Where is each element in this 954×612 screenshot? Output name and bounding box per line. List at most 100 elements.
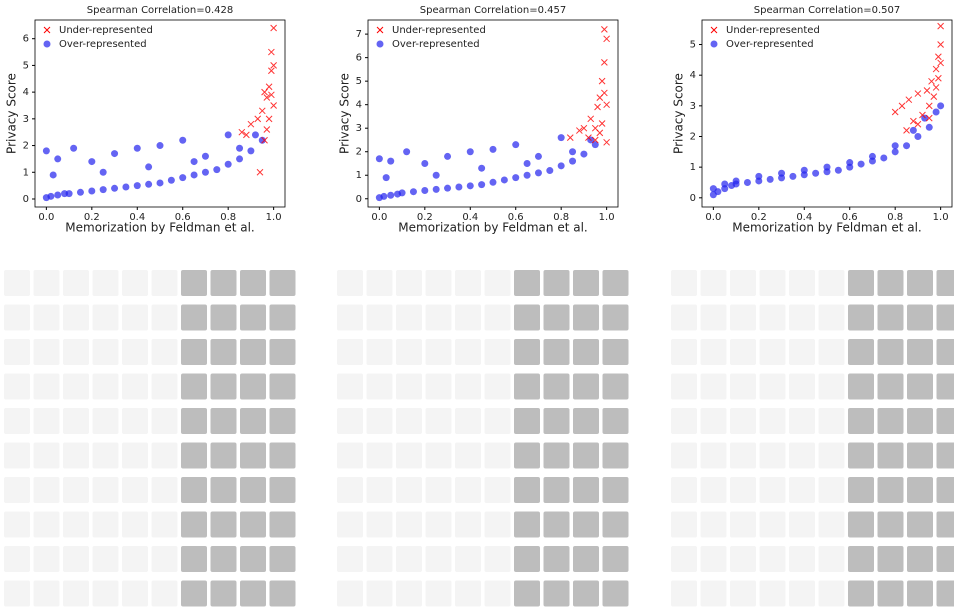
point [924, 88, 930, 94]
image-tile [514, 270, 540, 296]
image-tile [848, 374, 874, 400]
image-tile [514, 408, 540, 434]
image-tile [63, 374, 89, 400]
point [601, 59, 607, 65]
image-tile [671, 408, 697, 434]
image-tile [819, 443, 845, 469]
chart-title: Spearman Correlation=0.457 [420, 5, 566, 16]
image-tile [181, 443, 207, 469]
image-tile [337, 339, 363, 365]
image-tile [878, 305, 904, 331]
point [567, 135, 573, 141]
image-tile [603, 581, 629, 607]
y-tick-label: 5 [23, 60, 29, 71]
point [202, 153, 209, 160]
point [490, 146, 497, 153]
y-tick-label: 7 [356, 29, 362, 40]
legend-marker [377, 41, 384, 48]
x-axis-label: Memorization by Feldman et al. [65, 221, 254, 235]
image-tile [573, 477, 599, 503]
image-tile [848, 270, 874, 296]
image-tile [514, 443, 540, 469]
image-tile [455, 305, 481, 331]
image-tile [63, 477, 89, 503]
image-tile [426, 546, 452, 572]
image-tile [152, 512, 178, 538]
image-tile [819, 408, 845, 434]
image-tile [455, 581, 481, 607]
image-tile [34, 374, 60, 400]
image-tile [789, 512, 815, 538]
y-tick-label: 3 [356, 123, 362, 134]
point [733, 177, 740, 184]
image-tile [34, 339, 60, 365]
image-tile [907, 581, 933, 607]
image-tile [240, 408, 266, 434]
legend-marker [44, 27, 50, 33]
image-tile [514, 305, 540, 331]
image-tile [152, 408, 178, 434]
point [43, 147, 50, 154]
image-tile [63, 270, 89, 296]
image-tile [455, 374, 481, 400]
image-tile [181, 408, 207, 434]
point [387, 158, 394, 165]
image-tile [730, 546, 756, 572]
point [403, 148, 410, 155]
image-tile [848, 477, 874, 503]
image-tile [34, 512, 60, 538]
point [903, 142, 910, 149]
image-tile [573, 374, 599, 400]
image-tile [848, 339, 874, 365]
point [88, 187, 95, 194]
point [880, 154, 887, 161]
image-tile [701, 408, 727, 434]
image-tile [544, 443, 570, 469]
image-tile [544, 581, 570, 607]
image-tile [367, 512, 393, 538]
point [569, 148, 576, 155]
image-tile [34, 443, 60, 469]
image-tile [181, 339, 207, 365]
y-tick-label: 5 [690, 40, 696, 51]
image-tile [396, 374, 422, 400]
image-tile [181, 305, 207, 331]
image-tile [789, 305, 815, 331]
x-tick-label: 0.0 [705, 212, 721, 223]
y-tick-label: 4 [356, 100, 362, 111]
point [271, 25, 277, 31]
image-tile [937, 408, 954, 434]
image-tile [122, 339, 148, 365]
y-tick-label: 6 [356, 53, 362, 64]
point [824, 164, 831, 171]
point [858, 161, 865, 168]
point [846, 159, 853, 166]
image-tile [514, 339, 540, 365]
point [247, 147, 254, 154]
image-tile [730, 408, 756, 434]
image-tile [514, 512, 540, 538]
x-tick-label: 0.0 [38, 212, 54, 223]
image-tile [485, 305, 511, 331]
image-tile [937, 305, 954, 331]
point [601, 26, 607, 32]
image-tile [93, 270, 119, 296]
image-tile [426, 339, 452, 365]
image-tile [270, 546, 296, 572]
image-tile [937, 443, 954, 469]
point [225, 131, 232, 138]
image-tile [270, 443, 296, 469]
image-tile [63, 305, 89, 331]
image-tile [730, 477, 756, 503]
legend-label: Under-represented [392, 25, 486, 36]
point [938, 23, 944, 29]
image-tile [396, 443, 422, 469]
point [157, 179, 164, 186]
image-tile [396, 581, 422, 607]
point [546, 167, 553, 174]
point [444, 153, 451, 160]
image-tile [485, 339, 511, 365]
x-tick-label: 1.0 [266, 212, 282, 223]
image-tile [93, 305, 119, 331]
image-tile [367, 374, 393, 400]
